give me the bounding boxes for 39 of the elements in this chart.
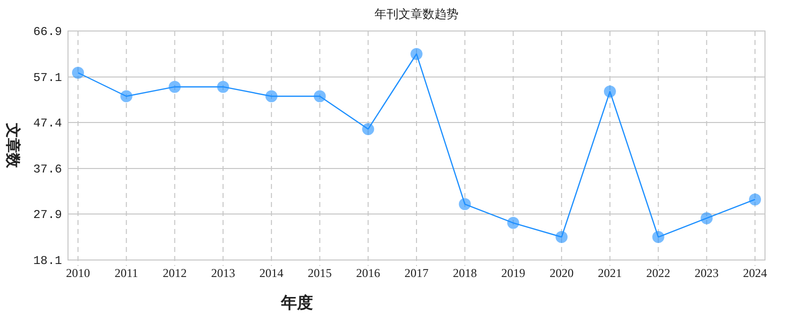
point [168, 80, 181, 93]
x-tick-label: 2010 [66, 266, 90, 280]
y-tick-label: 66.9 [33, 25, 62, 39]
chart-title: 年刊文章数趋势 [374, 7, 458, 21]
point [749, 193, 761, 206]
point [72, 66, 84, 79]
y-tick-label: 18.1 [33, 254, 62, 268]
point [652, 231, 664, 244]
x-tick-label: 2013 [211, 266, 236, 280]
x-tick-label: 2019 [501, 266, 526, 280]
x-tick-label: 2022 [646, 266, 670, 280]
point [362, 123, 374, 136]
x-tick-label: 2021 [598, 266, 622, 280]
x-tick-label: 2017 [404, 266, 428, 280]
point [700, 212, 713, 224]
x-tick-label: 2024 [743, 266, 767, 280]
point [556, 231, 568, 244]
y-tick-label: 47.4 [33, 116, 62, 131]
y-tick-label: 27.9 [33, 208, 62, 222]
x-axis-title: 年度 [280, 293, 313, 312]
point [120, 90, 132, 102]
x-tick-label: 2018 [452, 266, 477, 280]
point [604, 86, 616, 98]
point [458, 198, 471, 210]
y-tick-label: 57.1 [33, 70, 62, 85]
point [217, 80, 230, 93]
x-tick-label: 2016 [356, 266, 380, 280]
x-tick-label: 2020 [550, 266, 574, 280]
point [410, 48, 422, 60]
x-tick-label: 2014 [259, 266, 284, 280]
y-tick-label: 37.6 [33, 162, 62, 176]
x-tick-label: 2012 [162, 266, 187, 280]
point [314, 90, 326, 102]
point [265, 90, 278, 102]
x-tick-label: 2015 [308, 266, 332, 280]
y-axis-title: 文章数 [4, 122, 22, 169]
point [507, 216, 520, 229]
x-tick-label: 2011 [114, 266, 138, 280]
x-tick-label: 2023 [694, 266, 719, 280]
